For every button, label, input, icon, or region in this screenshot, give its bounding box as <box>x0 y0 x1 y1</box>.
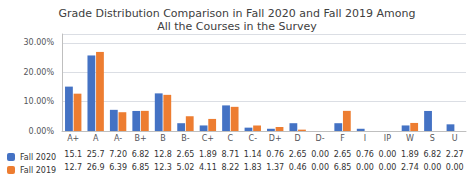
svg-text:Fall 2020: Fall 2020 <box>20 153 56 162</box>
svg-text:I: I <box>364 134 366 143</box>
svg-text:2.74: 2.74 <box>401 163 419 172</box>
svg-text:0.76: 0.76 <box>356 150 374 159</box>
svg-text:2.65: 2.65 <box>289 150 307 159</box>
svg-text:D-: D- <box>316 134 325 143</box>
svg-text:D: D <box>295 134 301 143</box>
svg-text:2.65: 2.65 <box>334 150 352 159</box>
svg-text:1.14: 1.14 <box>244 150 262 159</box>
svg-text:6.39: 6.39 <box>109 163 127 172</box>
svg-text:0.00: 0.00 <box>423 163 441 172</box>
svg-text:1.89: 1.89 <box>199 150 217 159</box>
svg-text:U: U <box>452 134 458 143</box>
svg-text:5.02: 5.02 <box>177 163 195 172</box>
svg-text:F: F <box>340 134 345 143</box>
svg-text:A+: A+ <box>67 134 79 143</box>
svg-text:A: A <box>93 134 99 143</box>
svg-text:IP: IP <box>384 134 391 143</box>
svg-text:10.00%: 10.00% <box>23 97 54 106</box>
svg-text:B-: B- <box>181 134 189 143</box>
svg-text:Fall 2019: Fall 2019 <box>20 166 56 175</box>
svg-text:0.00%: 0.00% <box>29 127 55 136</box>
svg-text:6.82: 6.82 <box>132 150 150 159</box>
svg-text:4.11: 4.11 <box>199 163 217 172</box>
svg-text:C-: C- <box>249 134 258 143</box>
svg-text:W: W <box>406 134 414 143</box>
svg-text:S: S <box>430 134 435 143</box>
svg-text:D+: D+ <box>269 134 282 143</box>
svg-text:1.89: 1.89 <box>401 150 419 159</box>
svg-text:1.83: 1.83 <box>244 163 262 172</box>
svg-text:0.00: 0.00 <box>311 163 329 172</box>
svg-text:6.85: 6.85 <box>334 163 352 172</box>
svg-text:12.7: 12.7 <box>64 163 82 172</box>
svg-text:0.00: 0.00 <box>446 163 464 172</box>
svg-text:0.76: 0.76 <box>266 150 284 159</box>
svg-text:All the Courses in the Survey: All the Courses in the Survey <box>157 20 317 33</box>
svg-text:8.22: 8.22 <box>221 163 239 172</box>
svg-text:2.27: 2.27 <box>446 150 464 159</box>
svg-text:15.1: 15.1 <box>64 150 82 159</box>
svg-text:0.00: 0.00 <box>356 163 374 172</box>
svg-text:A-: A- <box>114 134 122 143</box>
svg-text:30.00%: 30.00% <box>23 38 54 47</box>
svg-text:0.00: 0.00 <box>379 163 397 172</box>
svg-text:20.00%: 20.00% <box>23 68 54 77</box>
svg-text:B+: B+ <box>134 134 146 143</box>
svg-text:0.00: 0.00 <box>311 150 329 159</box>
svg-text:25.7: 25.7 <box>87 150 105 159</box>
svg-text:2.65: 2.65 <box>177 150 195 159</box>
svg-text:B: B <box>160 134 166 143</box>
svg-text:26.9: 26.9 <box>87 163 105 172</box>
svg-text:8.71: 8.71 <box>221 150 239 159</box>
svg-text:0.46: 0.46 <box>289 163 307 172</box>
svg-text:Grade Distribution Comparison: Grade Distribution Comparison in Fall 20… <box>58 7 415 20</box>
svg-text:6.82: 6.82 <box>423 150 441 159</box>
svg-text:7.20: 7.20 <box>109 150 127 159</box>
svg-text:12.8: 12.8 <box>154 150 172 159</box>
svg-text:12.3: 12.3 <box>154 163 172 172</box>
svg-text:C+: C+ <box>202 134 214 143</box>
svg-text:6.85: 6.85 <box>132 163 150 172</box>
svg-text:1.37: 1.37 <box>266 163 284 172</box>
svg-text:C: C <box>228 134 234 143</box>
svg-text:0.00: 0.00 <box>379 150 397 159</box>
